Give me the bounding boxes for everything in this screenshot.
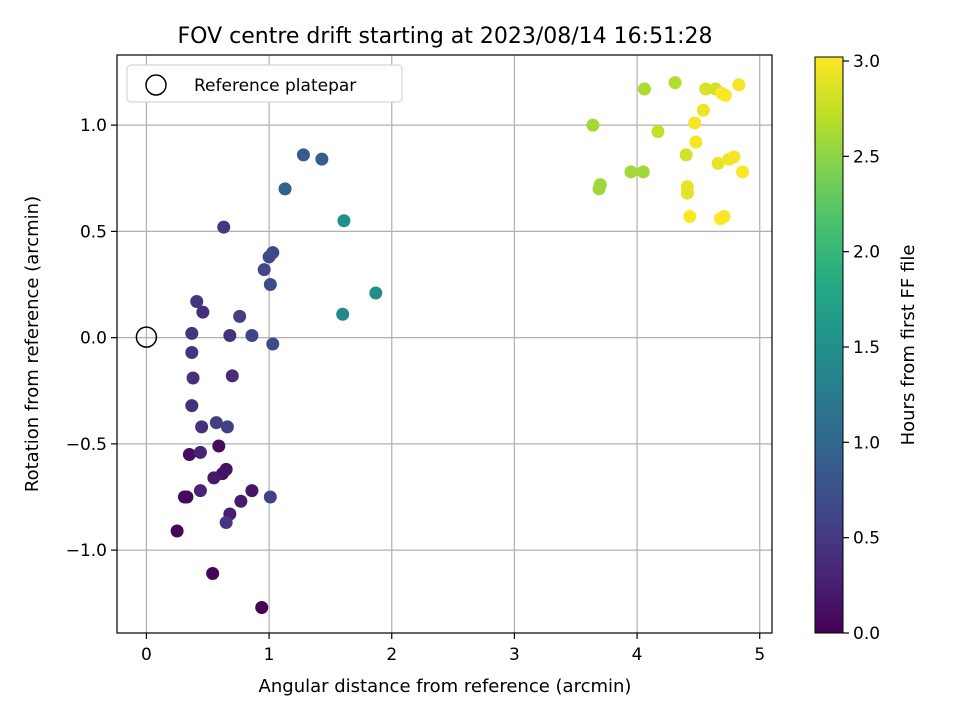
data-points: [170, 76, 750, 614]
data-point-42: [586, 118, 600, 132]
data-point-18: [209, 416, 223, 430]
data-point-37: [296, 148, 310, 162]
data-point-47: [637, 82, 651, 96]
data-point-21: [186, 371, 200, 385]
colorbar-label: Hours from first FF file: [898, 245, 919, 446]
data-point-1: [206, 567, 220, 580]
data-point-29: [190, 295, 204, 308]
x-axis-label: Angular distance from reference (arcmin): [259, 676, 632, 697]
data-point-57: [699, 82, 713, 96]
colorbar-gradient: [814, 56, 844, 634]
x-tick-label-2: 2: [386, 645, 397, 665]
data-point-35: [217, 220, 231, 234]
colorbar-tick-label-4: 2.0: [853, 243, 880, 263]
y-axis-label: Rotation from reference (arcmin): [22, 196, 43, 492]
data-point-46: [636, 165, 650, 179]
data-point-0: [255, 601, 269, 614]
y-axis-ticks: −1.0 −0.5 0.0 0.5 1.0: [66, 116, 117, 561]
y-tick-label-0: −1.0: [66, 541, 107, 561]
data-point-6: [212, 439, 226, 453]
data-point-62: [717, 210, 731, 223]
data-point-36: [278, 182, 292, 196]
x-tick-label-0: 0: [141, 645, 152, 665]
legend-reference-label: Reference platepar: [194, 76, 356, 96]
data-point-40: [369, 286, 383, 300]
data-point-39: [337, 214, 351, 228]
data-point-41: [336, 307, 350, 321]
data-point-20: [185, 399, 199, 413]
colorbar-tick-label-5: 2.5: [853, 147, 880, 167]
x-tick-label-5: 5: [754, 645, 765, 665]
data-point-56: [696, 103, 710, 117]
y-tick-label-4: 1.0: [80, 116, 107, 136]
x-tick-label-4: 4: [632, 645, 643, 665]
data-point-23: [185, 326, 199, 340]
x-tick-label-1: 1: [264, 645, 275, 665]
reference-marker: [135, 326, 158, 348]
data-point-48: [651, 125, 665, 138]
data-point-54: [688, 116, 702, 130]
colorbar-tick-label-1: 0.5: [853, 529, 880, 549]
legend-reference-icon: [145, 74, 167, 96]
data-point-67: [736, 165, 750, 179]
y-tick-label-1: −0.5: [66, 435, 107, 455]
data-point-26: [245, 329, 259, 342]
data-point-49: [668, 76, 682, 90]
colorbar-tick-label-3: 1.5: [853, 338, 880, 358]
colorbar: 0.0 0.5 1.0 1.5 2.0 2.5 3.0 Hours from first F…: [814, 52, 919, 644]
x-axis-ticks: 0 1 2 3 4 5: [141, 633, 765, 665]
data-point-24: [225, 369, 239, 383]
data-point-50: [679, 148, 693, 162]
chart-title: FOV centre drift starting at 2023/08/14 …: [178, 24, 713, 49]
data-point-17: [263, 490, 277, 504]
y-tick-label-2: 0.0: [80, 329, 107, 349]
data-point-32: [257, 263, 271, 277]
data-point-63: [718, 88, 732, 102]
colorbar-tick-label-6: 3.0: [853, 52, 880, 72]
legend: Reference platepar: [126, 64, 403, 103]
x-tick-label-3: 3: [509, 645, 520, 665]
data-point-14: [193, 445, 207, 459]
data-point-28: [196, 305, 210, 319]
data-point-59: [711, 156, 725, 170]
data-point-34: [266, 246, 280, 260]
data-point-15: [195, 420, 209, 434]
data-point-2: [170, 524, 184, 538]
plot-frame: [116, 54, 773, 634]
y-tick-label-3: 0.5: [80, 222, 107, 242]
legend-box: [126, 64, 403, 103]
data-point-38: [315, 152, 329, 166]
grid-lines: [117, 55, 772, 633]
data-point-52: [680, 186, 694, 200]
data-point-11: [234, 494, 248, 508]
colorbar-tick-label-2: 1.0: [853, 433, 880, 453]
data-point-65: [727, 150, 741, 164]
data-point-5: [182, 448, 196, 461]
data-point-44: [592, 182, 606, 196]
data-point-55: [689, 135, 703, 149]
data-point-8: [219, 462, 233, 476]
colorbar-ticks: 0.0 0.5 1.0 1.5 2.0 2.5 3.0: [843, 52, 880, 644]
data-point-45: [624, 165, 638, 179]
data-point-10: [245, 484, 259, 498]
data-point-30: [233, 309, 247, 323]
data-point-31: [263, 278, 277, 291]
data-point-27: [266, 337, 280, 351]
data-point-53: [683, 210, 697, 223]
data-point-19: [220, 420, 234, 434]
data-point-66: [732, 78, 746, 92]
data-point-25: [223, 329, 237, 342]
data-point-4: [180, 490, 194, 504]
data-point-16: [219, 516, 233, 529]
colorbar-tick-label-0: 0.0: [853, 624, 880, 644]
data-point-22: [185, 346, 199, 359]
data-point-9: [207, 471, 221, 485]
data-point-13: [193, 484, 207, 498]
